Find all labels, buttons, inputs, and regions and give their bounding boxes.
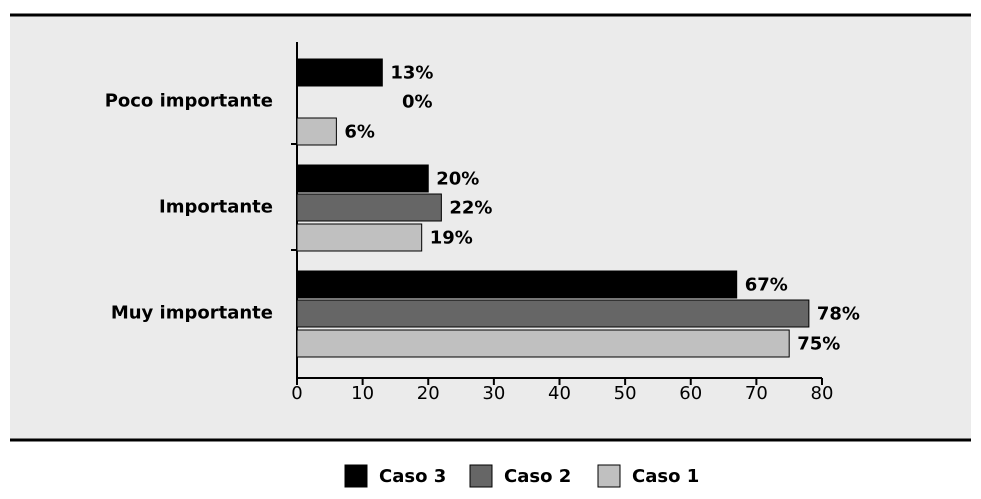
value-label: 20% xyxy=(436,169,479,190)
value-label: 78% xyxy=(817,304,860,325)
value-label: 19% xyxy=(430,228,473,249)
x-tick-label: 50 xyxy=(614,383,637,404)
legend-label: Caso 1 xyxy=(632,466,699,487)
value-label: 75% xyxy=(797,334,840,355)
bar xyxy=(296,299,810,328)
legend-label: Caso 3 xyxy=(379,466,446,487)
x-tick-label: 40 xyxy=(548,383,571,404)
x-tick-label: 10 xyxy=(351,383,374,404)
bar xyxy=(296,270,738,299)
x-tick-label: 80 xyxy=(811,383,834,404)
legend-swatch xyxy=(344,464,368,488)
category-label: Importante xyxy=(159,197,273,218)
bar xyxy=(296,329,790,358)
legend-swatch xyxy=(597,464,621,488)
bar xyxy=(296,223,423,252)
x-tick-label: 20 xyxy=(417,383,440,404)
bar xyxy=(296,117,337,146)
legend-swatch xyxy=(469,464,493,488)
bar xyxy=(296,164,429,193)
category-label: Muy importante xyxy=(111,303,273,324)
bar xyxy=(296,193,442,222)
value-label: 13% xyxy=(390,63,433,84)
x-tick-label: 0 xyxy=(291,383,302,404)
value-label: 6% xyxy=(344,122,375,143)
value-label: 22% xyxy=(449,198,492,219)
plot-panel xyxy=(10,15,971,440)
value-label: 67% xyxy=(745,275,788,296)
x-tick-label: 60 xyxy=(679,383,702,404)
legend-label: Caso 2 xyxy=(504,466,571,487)
category-label: Poco importante xyxy=(105,91,273,112)
bar xyxy=(296,58,383,87)
x-tick-label: 70 xyxy=(745,383,768,404)
value-label: 0% xyxy=(402,92,433,113)
x-tick-label: 30 xyxy=(482,383,505,404)
